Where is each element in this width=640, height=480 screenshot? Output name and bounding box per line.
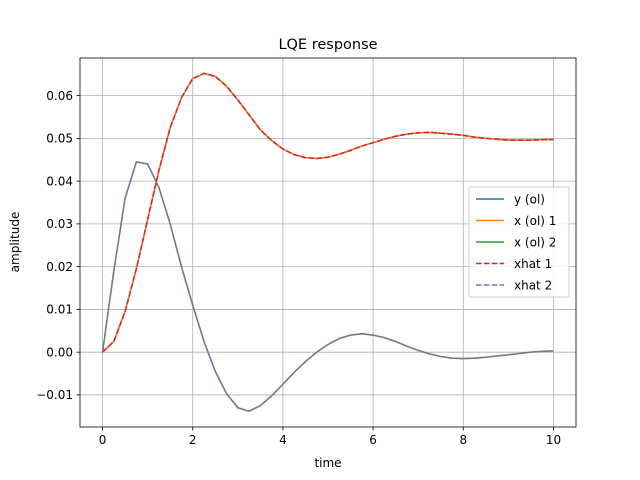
legend-entry-label: xhat 2	[514, 278, 552, 292]
legend-entry-label: y (ol)	[514, 192, 545, 206]
y-tick-label: −0.01	[36, 388, 73, 402]
x-axis-label: time	[314, 456, 341, 470]
chart-title: LQE response	[278, 37, 377, 53]
series-line-3	[102, 72, 554, 353]
y-tick-label: 0.03	[46, 217, 73, 231]
legend-entry-label: xhat 1	[514, 257, 552, 271]
y-axis-label: amplitude	[8, 212, 22, 273]
x-tick-label: 4	[279, 433, 287, 447]
axis-ticks: 0 2 4 6 8 10 −0.01 0.00 0.01 0.02 0.03 0.04 0.05 0.06	[36, 89, 561, 447]
legend-entry-label: x (ol) 1	[514, 214, 556, 228]
x-tick-label: 10	[546, 433, 561, 447]
x-tick-label: 2	[189, 433, 197, 447]
legend-entry-label: x (ol) 2	[514, 235, 556, 249]
series-lines	[101, 72, 554, 412]
x-tick-label: 8	[459, 433, 467, 447]
y-tick-label: 0.04	[46, 174, 73, 188]
y-tick-label: 0.01	[46, 303, 73, 317]
y-tick-label: 0.05	[46, 132, 73, 146]
series-line-4	[101, 161, 554, 412]
y-tick-label: 0.06	[46, 89, 73, 103]
y-tick-label: 0.02	[46, 260, 73, 274]
legend-box	[468, 186, 570, 298]
plot-frame	[79, 57, 577, 428]
x-tick-label: 0	[99, 433, 107, 447]
x-tick-label: 6	[369, 433, 377, 447]
y-tick-label: 0.00	[46, 345, 73, 359]
legend: y (ol) x (ol) 1 x (ol) 2 xhat 1 xhat 2	[468, 186, 570, 298]
